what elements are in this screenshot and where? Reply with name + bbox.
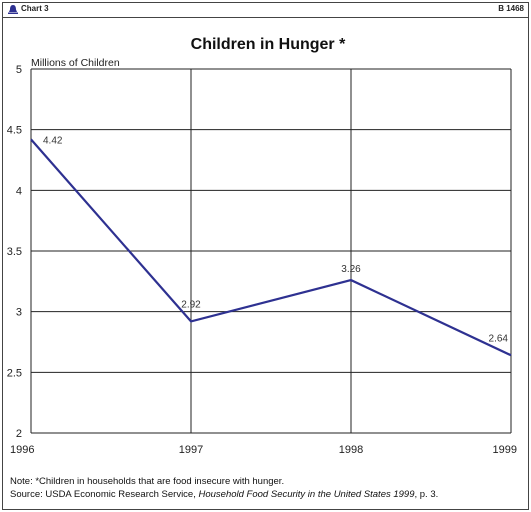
y-tick-4: 4 bbox=[16, 185, 22, 197]
grid-lines bbox=[30, 68, 512, 434]
bill-number: B 1468 bbox=[498, 4, 524, 13]
chart-title: Children in Hunger * bbox=[191, 36, 346, 53]
chart-header-bar: Chart 3 B 1468 bbox=[3, 3, 528, 18]
data-labels: 4.42 2.92 3.26 2.64 bbox=[43, 135, 508, 344]
source-prefix: Source: USDA Economic Research Service, bbox=[10, 489, 199, 500]
chart-note: Note: *Children in households that are f… bbox=[10, 476, 284, 487]
y-tick-2: 2 bbox=[16, 428, 22, 440]
y-tick-3: 3 bbox=[16, 307, 22, 319]
source-suffix: , p. 3. bbox=[414, 489, 439, 500]
chart-number: Chart 3 bbox=[21, 4, 49, 13]
x-tick-labels: 1996 1997 1998 1999 bbox=[10, 444, 517, 456]
x-tick-1996: 1996 bbox=[10, 444, 34, 456]
y-axis-label: Millions of Children bbox=[31, 57, 120, 69]
data-label-1997: 2.92 bbox=[181, 299, 201, 310]
y-tick-2.5: 2.5 bbox=[7, 367, 22, 379]
series-line bbox=[30, 138, 512, 357]
source-title: Household Food Security in the United St… bbox=[198, 489, 415, 500]
data-label-1996: 4.42 bbox=[43, 135, 63, 146]
x-tick-1999: 1999 bbox=[493, 444, 517, 456]
y-tick-3.5: 3.5 bbox=[7, 246, 22, 258]
x-tick-1997: 1997 bbox=[179, 444, 203, 456]
y-tick-4.5: 4.5 bbox=[7, 125, 22, 137]
y-tick-5: 5 bbox=[16, 64, 22, 76]
data-label-1998: 3.26 bbox=[341, 264, 361, 275]
bell-icon bbox=[8, 5, 18, 14]
series-path bbox=[30, 138, 512, 357]
y-tick-labels: 2 2.5 3 3.5 4 4.5 5 bbox=[7, 64, 22, 440]
data-label-1999: 2.64 bbox=[489, 333, 509, 344]
x-tick-1998: 1998 bbox=[339, 444, 363, 456]
chart-source: Source: USDA Economic Research Service, … bbox=[10, 489, 438, 500]
note-text: Note: *Children in households that are f… bbox=[10, 476, 285, 487]
